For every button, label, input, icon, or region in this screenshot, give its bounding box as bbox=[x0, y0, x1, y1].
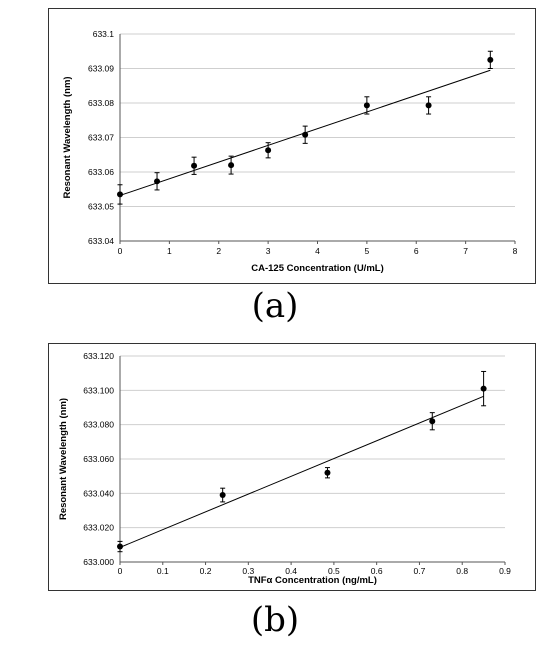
x-tick-label-a: 6 bbox=[414, 246, 419, 256]
x-tick-label-a: 2 bbox=[216, 246, 221, 256]
x-tick-label-a: 0 bbox=[118, 246, 123, 256]
data-point-a bbox=[487, 56, 494, 63]
data-point-a bbox=[425, 102, 432, 109]
x-tick-label-b: 0.5 bbox=[328, 566, 340, 576]
x-tick-label-b: 0 bbox=[118, 566, 123, 576]
x-tick-label-a: 3 bbox=[266, 246, 271, 256]
y-tick-label-a: 633.04 bbox=[88, 236, 114, 246]
y-tick-label-b: 633.020 bbox=[83, 523, 114, 533]
data-point-b bbox=[429, 418, 436, 425]
data-point-b bbox=[117, 543, 123, 550]
data-point-a bbox=[265, 147, 272, 154]
x-tick-label-a: 8 bbox=[513, 246, 518, 256]
y-tick-label-a: 633.08 bbox=[88, 98, 114, 108]
y-axis-title-b: Resonant Wavelength (nm) bbox=[58, 398, 69, 520]
x-axis-title-a: CA-125 Concentration (U/mL) bbox=[251, 263, 383, 274]
trendline-b bbox=[119, 395, 484, 548]
y-tick-label-a: 633.09 bbox=[88, 64, 114, 74]
y-tick-label-b: 633.120 bbox=[83, 351, 114, 361]
data-point-a bbox=[302, 131, 309, 138]
y-tick-label-a: 633.06 bbox=[88, 167, 114, 177]
x-tick-label-b: 0.3 bbox=[242, 566, 254, 576]
data-point-a bbox=[117, 191, 123, 198]
chart-panel-b bbox=[48, 343, 536, 591]
y-tick-label-a: 633.1 bbox=[93, 29, 115, 39]
y-tick-label-a: 633.07 bbox=[88, 133, 114, 143]
data-point-a bbox=[154, 178, 161, 185]
data-point-a bbox=[191, 162, 198, 169]
y-tick-label-b: 633.080 bbox=[83, 420, 114, 430]
chart-panel-a bbox=[48, 8, 536, 284]
x-tick-label-b: 0.6 bbox=[371, 566, 383, 576]
y-tick-label-a: 633.05 bbox=[88, 202, 114, 212]
x-tick-label-b: 0.2 bbox=[200, 566, 212, 576]
x-axis-title-b: TNFα Concentration (ng/mL) bbox=[248, 575, 377, 586]
panel-label-b: (b) bbox=[250, 600, 300, 640]
data-point-b bbox=[480, 385, 487, 392]
x-tick-label-b: 0.7 bbox=[414, 566, 426, 576]
x-tick-label-a: 7 bbox=[463, 246, 468, 256]
x-tick-label-b: 0.1 bbox=[157, 566, 169, 576]
x-tick-label-a: 5 bbox=[365, 246, 370, 256]
data-point-b bbox=[219, 492, 226, 499]
data-point-b bbox=[324, 469, 331, 476]
x-tick-label-b: 0.4 bbox=[285, 566, 297, 576]
panel-label-a: (a) bbox=[251, 286, 299, 326]
data-point-a bbox=[363, 102, 370, 109]
x-tick-label-b: 0.9 bbox=[499, 566, 511, 576]
x-tick-label-a: 1 bbox=[167, 246, 172, 256]
y-tick-label-b: 633.100 bbox=[83, 385, 114, 395]
x-tick-label-a: 4 bbox=[315, 246, 320, 256]
y-axis-title-a: Resonant Wavelength (nm) bbox=[62, 76, 73, 198]
y-tick-label-b: 633.040 bbox=[83, 488, 114, 498]
data-point-a bbox=[228, 162, 235, 169]
y-tick-label-b: 633.060 bbox=[83, 454, 114, 464]
x-tick-label-b: 0.8 bbox=[456, 566, 468, 576]
y-tick-label-b: 633.000 bbox=[83, 557, 114, 567]
